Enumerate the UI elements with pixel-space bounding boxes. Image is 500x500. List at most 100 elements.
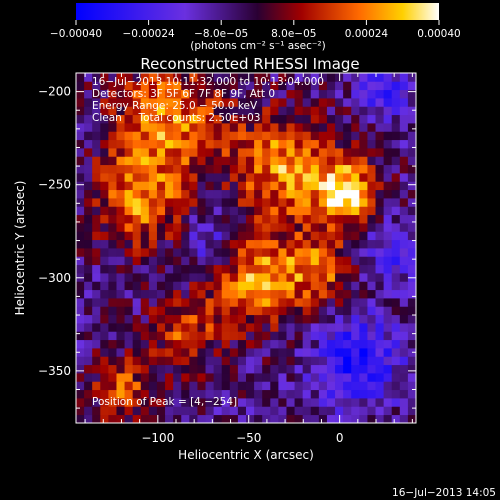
heatmap-cell [254,123,263,132]
heatmap-cell [335,364,344,374]
heatmap-cell [367,156,376,166]
heatmap-cell [108,81,117,91]
heatmap-cell [286,406,295,416]
heatmap-cell [116,181,125,191]
heatmap-cell [76,214,85,224]
heatmap-cell [156,181,166,191]
heatmap-cell [221,223,231,232]
heatmap-cell [278,214,287,224]
heatmap-cell [124,314,134,324]
heatmap-cell [173,181,182,191]
heatmap-cell [156,239,166,249]
heatmap-cell [318,239,328,249]
heatmap-cell [254,131,263,141]
heatmap-cell [254,331,263,341]
heatmap-cell [148,398,158,407]
heatmap-cell [124,248,134,257]
heatmap-cell [326,339,336,349]
heatmap-cell [173,373,182,382]
heatmap-cell [221,323,231,332]
heatmap-cell [407,281,417,291]
heatmap-cell [294,98,304,107]
heatmap-cell [116,81,125,91]
heatmap-cell [262,198,271,207]
heatmap-cell [383,214,393,224]
heatmap-cell [189,89,198,99]
heatmap-cell [229,289,239,299]
heatmap-cell [359,189,368,199]
heatmap-cell [262,364,271,374]
heatmap-cell [221,73,231,82]
heatmap-cell [205,248,215,257]
heatmap-cell [407,248,417,257]
heatmap-cell [375,98,385,107]
colorbar-tick-label: −0.00040 [50,28,102,40]
heatmap-cell [286,373,295,382]
heatmap-cell [302,189,312,199]
heatmap-cell [310,148,320,157]
heatmap-cell [197,164,206,174]
heatmap-cell [310,231,320,241]
heatmap-cell [286,239,295,249]
heatmap-cell [173,364,182,374]
heatmap-cell [326,248,336,257]
heatmap-cell [246,414,255,424]
heatmap-cell [254,339,263,349]
heatmap-cell [132,206,142,216]
heatmap-cell [132,289,142,299]
heatmap-cell [213,98,223,107]
heatmap-cell [213,398,223,407]
heatmap-cell [92,273,101,282]
heatmap-cell [165,106,174,116]
heatmap-cell [124,106,134,116]
heatmap-cell [359,298,368,307]
heatmap-cell [254,281,263,291]
heatmap-cell [262,173,271,182]
heatmap-cell [318,406,328,416]
heatmap-cell [76,314,85,324]
heatmap-cell [270,289,279,299]
heatmap-cell [302,156,312,166]
heatmap-cell [124,339,134,349]
heatmap-cell [205,356,215,366]
heatmap-cell [205,131,215,141]
heatmap-cell [391,398,401,407]
heatmap-cell [302,398,312,407]
heatmap-cell [140,248,150,257]
heatmap-cell [343,73,352,82]
heatmap-cell [84,389,93,399]
heatmap-cell [213,248,223,257]
heatmap-cell [286,306,295,316]
heatmap-cell [391,364,401,374]
heatmap-cell [318,348,328,357]
heatmap-cell [270,331,279,341]
heatmap-cell [246,114,255,124]
heatmap-cell [318,181,328,191]
heatmap-cell [270,73,279,82]
heatmap-cell [116,73,125,82]
heatmap-cell [108,98,117,107]
heatmap-cell [302,73,312,82]
heatmap-cell [343,131,352,141]
heatmap-cell [237,281,247,291]
heatmap-cell [383,123,393,132]
colorbar-unit-label: (photons cm⁻² s⁻¹ asec⁻²) [190,40,325,52]
heatmap-cell [294,239,304,249]
heatmap-cell [326,406,336,416]
heatmap-cell [286,314,295,324]
heatmap-cell [407,164,417,174]
heatmap-cell [116,273,125,282]
heatmap-cell [173,314,182,324]
heatmap-cell [391,273,401,282]
heatmap-cell [124,389,134,399]
heatmap-cell [92,73,101,82]
heatmap-cell [108,389,117,399]
heatmap-cell [335,156,344,166]
heatmap-cell [246,256,255,266]
heatmap-cell [124,156,134,166]
heatmap-cell [213,89,223,99]
heatmap-cell [116,131,125,141]
heatmap-cell [294,381,304,391]
heatmap-cell [124,364,134,374]
heatmap-cell [76,381,85,391]
